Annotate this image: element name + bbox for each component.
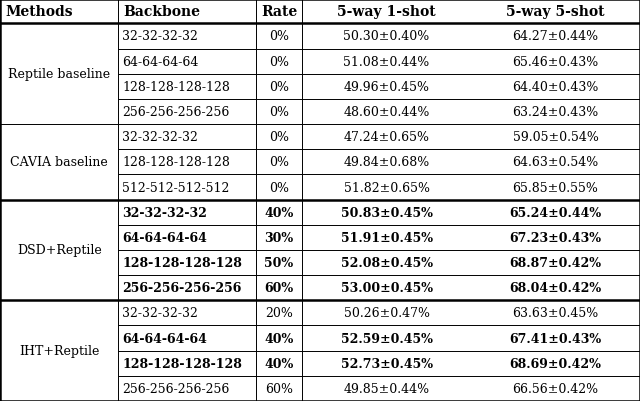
- Text: 50.30±0.40%: 50.30±0.40%: [344, 30, 429, 43]
- Text: 63.63±0.45%: 63.63±0.45%: [513, 307, 598, 320]
- Text: 0%: 0%: [269, 131, 289, 144]
- Text: 65.85±0.55%: 65.85±0.55%: [513, 181, 598, 194]
- Text: Backbone: Backbone: [124, 5, 200, 19]
- Text: 512-512-512-512: 512-512-512-512: [122, 181, 230, 194]
- Text: 64-64-64-64: 64-64-64-64: [122, 231, 207, 244]
- Text: 64.63±0.54%: 64.63±0.54%: [513, 156, 598, 169]
- Text: 66.56±0.42%: 66.56±0.42%: [513, 382, 598, 395]
- Text: 32-32-32-32: 32-32-32-32: [122, 131, 198, 144]
- Text: 50.26±0.47%: 50.26±0.47%: [344, 307, 429, 320]
- Text: 60%: 60%: [264, 282, 294, 294]
- Text: 68.87±0.42%: 68.87±0.42%: [509, 256, 602, 269]
- Text: 0%: 0%: [269, 106, 289, 119]
- Text: 52.08±0.45%: 52.08±0.45%: [340, 256, 433, 269]
- Text: 49.85±0.44%: 49.85±0.44%: [344, 382, 429, 395]
- Text: 68.04±0.42%: 68.04±0.42%: [509, 282, 602, 294]
- Text: 0%: 0%: [269, 81, 289, 93]
- Text: 51.08±0.44%: 51.08±0.44%: [344, 55, 429, 69]
- Text: 128-128-128-128: 128-128-128-128: [122, 357, 242, 370]
- Text: 50.83±0.45%: 50.83±0.45%: [340, 206, 433, 219]
- Text: 32-32-32-32: 32-32-32-32: [122, 307, 198, 320]
- Text: 0%: 0%: [269, 55, 289, 69]
- Text: 5-way 1-shot: 5-way 1-shot: [337, 5, 436, 19]
- Text: 52.59±0.45%: 52.59±0.45%: [340, 332, 433, 345]
- Text: 50%: 50%: [264, 256, 294, 269]
- Text: 60%: 60%: [265, 382, 293, 395]
- Text: 128-128-128-128: 128-128-128-128: [122, 156, 230, 169]
- Text: 51.82±0.65%: 51.82±0.65%: [344, 181, 429, 194]
- Text: 64-64-64-64: 64-64-64-64: [122, 55, 198, 69]
- Text: 128-128-128-128: 128-128-128-128: [122, 81, 230, 93]
- Text: 30%: 30%: [264, 231, 294, 244]
- Text: 49.96±0.45%: 49.96±0.45%: [344, 81, 429, 93]
- Text: 40%: 40%: [264, 332, 294, 345]
- Text: Reptile baseline: Reptile baseline: [8, 68, 110, 81]
- Text: 0%: 0%: [269, 156, 289, 169]
- Text: 0%: 0%: [269, 30, 289, 43]
- Text: 51.91±0.45%: 51.91±0.45%: [340, 231, 433, 244]
- Text: 65.46±0.43%: 65.46±0.43%: [513, 55, 598, 69]
- Text: Rate: Rate: [261, 5, 297, 19]
- Text: Methods: Methods: [5, 5, 73, 19]
- Text: 47.24±0.65%: 47.24±0.65%: [344, 131, 429, 144]
- Text: 52.73±0.45%: 52.73±0.45%: [340, 357, 433, 370]
- Text: 40%: 40%: [264, 357, 294, 370]
- Text: 256-256-256-256: 256-256-256-256: [122, 382, 230, 395]
- Text: 0%: 0%: [269, 181, 289, 194]
- Text: 59.05±0.54%: 59.05±0.54%: [513, 131, 598, 144]
- Text: 40%: 40%: [264, 206, 294, 219]
- Text: 63.24±0.43%: 63.24±0.43%: [513, 106, 598, 119]
- Text: 53.00±0.45%: 53.00±0.45%: [340, 282, 433, 294]
- Text: 256-256-256-256: 256-256-256-256: [122, 282, 242, 294]
- Text: 256-256-256-256: 256-256-256-256: [122, 106, 230, 119]
- Text: 64.27±0.44%: 64.27±0.44%: [513, 30, 598, 43]
- Text: DSD+Reptile: DSD+Reptile: [17, 244, 102, 257]
- Text: 65.24±0.44%: 65.24±0.44%: [509, 206, 602, 219]
- Text: CAVIA baseline: CAVIA baseline: [10, 156, 108, 169]
- Text: 32-32-32-32: 32-32-32-32: [122, 30, 198, 43]
- Text: 64-64-64-64: 64-64-64-64: [122, 332, 207, 345]
- Text: 67.41±0.43%: 67.41±0.43%: [509, 332, 602, 345]
- Text: 48.60±0.44%: 48.60±0.44%: [344, 106, 429, 119]
- Text: 32-32-32-32: 32-32-32-32: [122, 206, 207, 219]
- Text: 67.23±0.43%: 67.23±0.43%: [509, 231, 602, 244]
- Text: 5-way 5-shot: 5-way 5-shot: [506, 5, 605, 19]
- Text: 68.69±0.42%: 68.69±0.42%: [509, 357, 602, 370]
- Text: 128-128-128-128: 128-128-128-128: [122, 256, 242, 269]
- Text: 64.40±0.43%: 64.40±0.43%: [513, 81, 598, 93]
- Text: 49.84±0.68%: 49.84±0.68%: [344, 156, 429, 169]
- Text: 20%: 20%: [265, 307, 293, 320]
- Text: IHT+Reptile: IHT+Reptile: [19, 344, 99, 357]
